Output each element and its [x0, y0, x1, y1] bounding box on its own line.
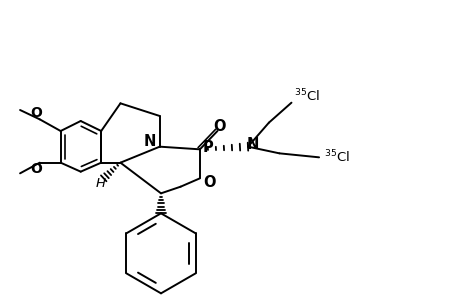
Text: O: O [30, 106, 42, 120]
Text: $^{35}$Cl: $^{35}$Cl [324, 149, 349, 166]
Text: O: O [30, 162, 42, 176]
Text: N: N [143, 134, 156, 149]
Text: O: O [203, 175, 216, 190]
Text: N: N [246, 137, 258, 152]
Text: $^{35}$Cl: $^{35}$Cl [294, 87, 320, 104]
Text: O: O [213, 118, 225, 134]
Text: P: P [202, 140, 213, 155]
Text: H: H [95, 177, 106, 190]
